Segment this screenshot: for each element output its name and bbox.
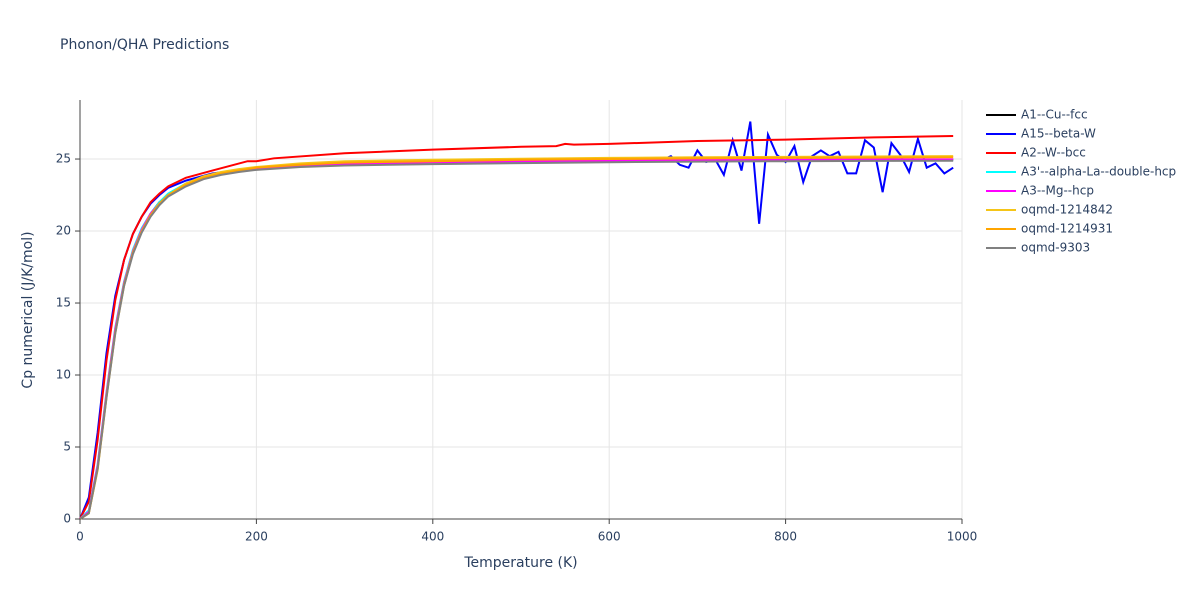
series-line <box>79 155 954 520</box>
y-tick-label: 0 <box>63 512 71 526</box>
legend-label: A2--W--bcc <box>1021 146 1086 160</box>
y-axis-label: Cp numerical (J/K/mol) <box>20 231 36 388</box>
y-tick-label: 10 <box>56 368 71 382</box>
x-tick-label: 600 <box>598 530 621 544</box>
legend-label: A3--Mg--hcp <box>1021 184 1094 198</box>
series-line <box>79 158 954 520</box>
y-tick-label: 5 <box>63 440 71 454</box>
legend-label: A15--beta-W <box>1021 127 1096 141</box>
y-tick-label: 15 <box>56 296 71 310</box>
legend-label: A3'--alpha-La--double-hcp <box>1021 165 1176 179</box>
series-line <box>79 121 954 520</box>
x-tick-label: 0 <box>76 530 84 544</box>
chart-title: Phonon/QHA Predictions <box>60 37 229 53</box>
legend-label: oqmd-1214931 <box>1021 222 1113 236</box>
y-tick-label: 20 <box>56 224 71 238</box>
x-tick-label: 1000 <box>947 530 978 544</box>
x-tick-label: 200 <box>245 530 268 544</box>
legend-label: oqmd-9303 <box>1021 241 1090 255</box>
x-tick-label: 800 <box>774 530 797 544</box>
x-axis-label: Temperature (K) <box>463 555 577 571</box>
series-line <box>79 134 954 520</box>
series-line <box>79 159 954 520</box>
legend-label: A1--Cu--fcc <box>1021 108 1088 122</box>
series-line <box>79 156 954 520</box>
x-tick-label: 400 <box>421 530 444 544</box>
series-line <box>79 158 954 520</box>
y-tick-label: 25 <box>56 152 71 166</box>
legend-label: oqmd-1214842 <box>1021 203 1113 217</box>
series-line <box>79 159 954 520</box>
